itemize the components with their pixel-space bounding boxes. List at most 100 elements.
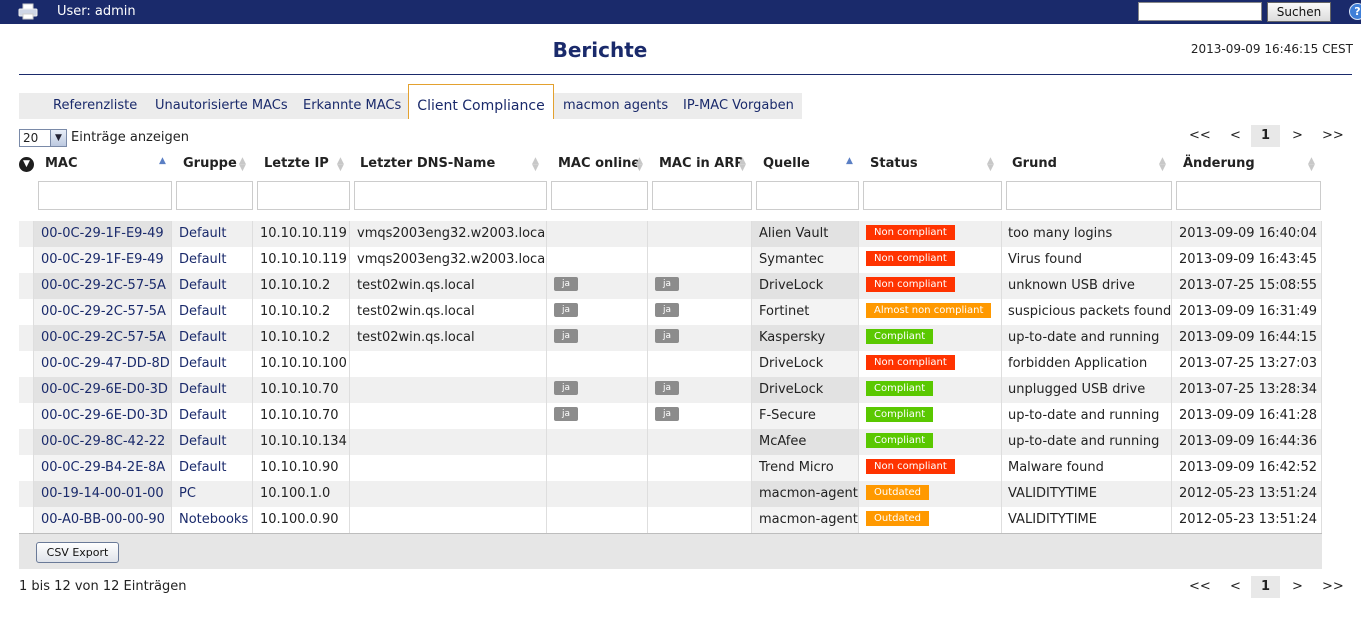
cell-status: Non compliant [859, 247, 1002, 273]
cell-ip: 10.10.10.2 [253, 299, 350, 325]
col-dns-name[interactable]: Letzter DNS-Name [360, 156, 496, 171]
cell-group[interactable]: Default [172, 403, 253, 429]
cell-group[interactable]: Notebooks [172, 507, 253, 533]
sort-icon[interactable]: ▲ ▼ [636, 156, 643, 173]
col-quelle[interactable]: Quelle [763, 156, 810, 171]
cell-mac[interactable]: 00-0C-29-B4-2E-8A [34, 455, 172, 481]
expand-all-icon[interactable]: ▼ [19, 157, 34, 172]
table-row[interactable]: 00-0C-29-B4-2E-8A Default 10.10.10.90 Trend… [19, 455, 1322, 481]
pager-next[interactable]: > [1292, 579, 1303, 594]
cell-group[interactable]: Default [172, 221, 253, 247]
filter-dns-name[interactable] [354, 181, 547, 210]
col-mac-in-arp[interactable]: MAC in ARP [659, 156, 744, 171]
cell-group[interactable]: Default [172, 247, 253, 273]
table-row[interactable]: 00-0C-29-6E-D0-3D Default 10.10.10.70 ja ja D… [19, 377, 1322, 403]
cell-group[interactable]: Default [172, 351, 253, 377]
cell-mac[interactable]: 00-0C-29-2C-57-5A [34, 273, 172, 299]
cell-group[interactable]: Default [172, 429, 253, 455]
cell-dns [350, 403, 547, 429]
filter-mac-online[interactable] [551, 181, 648, 210]
pager-last[interactable]: >> [1322, 128, 1344, 143]
cell-group[interactable]: Default [172, 299, 253, 325]
sort-icon[interactable]: ▲ ▼ [1308, 156, 1315, 173]
table-row[interactable]: 00-0C-29-2C-57-5A Default 10.10.10.2 test02… [19, 273, 1322, 299]
col-aenderung[interactable]: Änderung [1183, 156, 1255, 171]
tab-erkannte-macs[interactable]: Erkannte MACs [303, 98, 402, 113]
cell-mac[interactable]: 00-0C-29-1F-E9-49 [34, 247, 172, 273]
sort-icon[interactable]: ▲ ▼ [739, 156, 746, 173]
pager-first[interactable]: << [1189, 579, 1211, 594]
filter-status[interactable] [863, 181, 1002, 210]
sort-icon[interactable]: ▲ ▼ [239, 156, 246, 173]
cell-mac[interactable]: 00-0C-29-6E-D0-3D [34, 403, 172, 429]
pager-last[interactable]: >> [1322, 579, 1344, 594]
filter-mac[interactable] [38, 181, 172, 210]
filter-aenderung[interactable] [1176, 181, 1321, 210]
pager-current-page[interactable]: 1 [1251, 125, 1280, 147]
cell-source: macmon-agent [752, 507, 859, 533]
cell-mac[interactable]: 00-0C-29-1F-E9-49 [34, 221, 172, 247]
cell-group[interactable]: Default [172, 455, 253, 481]
tab-macmon-agents[interactable]: macmon agents [563, 98, 669, 113]
filter-grund[interactable] [1006, 181, 1172, 210]
sort-icon[interactable]: ▲ ▼ [532, 156, 539, 173]
table-row[interactable]: 00-0C-29-6E-D0-3D Default 10.10.10.70 ja ja F… [19, 403, 1322, 429]
csv-export-button[interactable]: CSV Export [36, 542, 119, 563]
tab-ip-mac-vorgaben[interactable]: IP-MAC Vorgaben [683, 98, 794, 113]
col-mac-online[interactable]: MAC online [558, 156, 641, 171]
table-row[interactable]: 00-A0-BB-00-00-90 Notebooks 10.100.0.90 mac… [19, 507, 1322, 533]
sort-asc-icon[interactable]: ▲ [846, 156, 853, 166]
yes-pill: ja [554, 277, 579, 291]
table-row[interactable]: 00-0C-29-47-DD-8D Default 10.10.10.100 Driv… [19, 351, 1322, 377]
pager-prev[interactable]: < [1230, 579, 1241, 594]
status-badge: Outdated [866, 510, 930, 526]
tab-client-compliance[interactable]: Client Compliance [408, 84, 554, 119]
table-row[interactable]: 00-0C-29-1F-E9-49 Default 10.10.10.119 vmqs… [19, 247, 1322, 273]
filter-mac-in-arp[interactable] [652, 181, 752, 210]
col-grund[interactable]: Grund [1012, 156, 1057, 171]
table-row[interactable]: 00-0C-29-2C-57-5A Default 10.10.10.2 test02… [19, 299, 1322, 325]
cell-mac[interactable]: 00-0C-29-2C-57-5A [34, 299, 172, 325]
sort-icon[interactable]: ▲ ▼ [1159, 156, 1166, 173]
cell-arp: ja [648, 403, 752, 429]
table-row[interactable]: 00-0C-29-1F-E9-49 Default 10.10.10.119 vmqs… [19, 221, 1322, 247]
cell-group[interactable]: Default [172, 377, 253, 403]
col-mac[interactable]: MAC [45, 156, 78, 171]
tab-referenzliste[interactable]: Referenzliste [53, 98, 138, 113]
pager-current-page[interactable]: 1 [1251, 576, 1280, 598]
search-input[interactable] [1138, 2, 1262, 21]
sort-icon[interactable]: ▲ ▼ [337, 156, 344, 173]
filter-letzte-ip[interactable] [257, 181, 350, 210]
cell-source: Trend Micro [752, 455, 859, 481]
cell-group[interactable]: Default [172, 273, 253, 299]
filter-gruppe[interactable] [176, 181, 253, 210]
col-letzte-ip[interactable]: Letzte IP [264, 156, 329, 171]
search-button[interactable]: Suchen [1267, 2, 1331, 22]
col-gruppe[interactable]: Gruppe [183, 156, 237, 171]
cell-mac[interactable]: 00-0C-29-47-DD-8D [34, 351, 172, 377]
tab-unautorisierte-macs[interactable]: Unautorisierte MACs [155, 98, 288, 113]
cell-mac[interactable]: 00-0C-29-6E-D0-3D [34, 377, 172, 403]
entries-per-page-select[interactable]: 20 ▼ [19, 129, 67, 147]
cell-status: Compliant [859, 429, 1002, 455]
cell-mac[interactable]: 00-19-14-00-01-00 [34, 481, 172, 507]
table-row[interactable]: 00-0C-29-8C-42-22 Default 10.10.10.134 McAf… [19, 429, 1322, 455]
filter-quelle[interactable] [756, 181, 859, 210]
col-status[interactable]: Status [870, 156, 918, 171]
pager-prev[interactable]: < [1230, 128, 1241, 143]
table-row[interactable]: 00-19-14-00-01-00 PC 10.100.1.0 macmon-agen… [19, 481, 1322, 507]
pager-next[interactable]: > [1292, 128, 1303, 143]
page-title: Berichte [552, 38, 648, 62]
cell-mac[interactable]: 00-0C-29-8C-42-22 [34, 429, 172, 455]
pager-first[interactable]: << [1189, 128, 1211, 143]
printer-icon[interactable] [18, 3, 38, 20]
sort-icon[interactable]: ▲ ▼ [987, 156, 994, 173]
table-row[interactable]: 00-0C-29-2C-57-5A Default 10.10.10.2 test02… [19, 325, 1322, 351]
cell-mac[interactable]: 00-0C-29-2C-57-5A [34, 325, 172, 351]
sort-asc-icon[interactable]: ▲ [159, 156, 166, 166]
cell-group[interactable]: PC [172, 481, 253, 507]
help-icon[interactable]: ? [1349, 3, 1361, 20]
chevron-down-icon[interactable]: ▼ [50, 130, 66, 146]
cell-group[interactable]: Default [172, 325, 253, 351]
cell-mac[interactable]: 00-A0-BB-00-00-90 [34, 507, 172, 533]
